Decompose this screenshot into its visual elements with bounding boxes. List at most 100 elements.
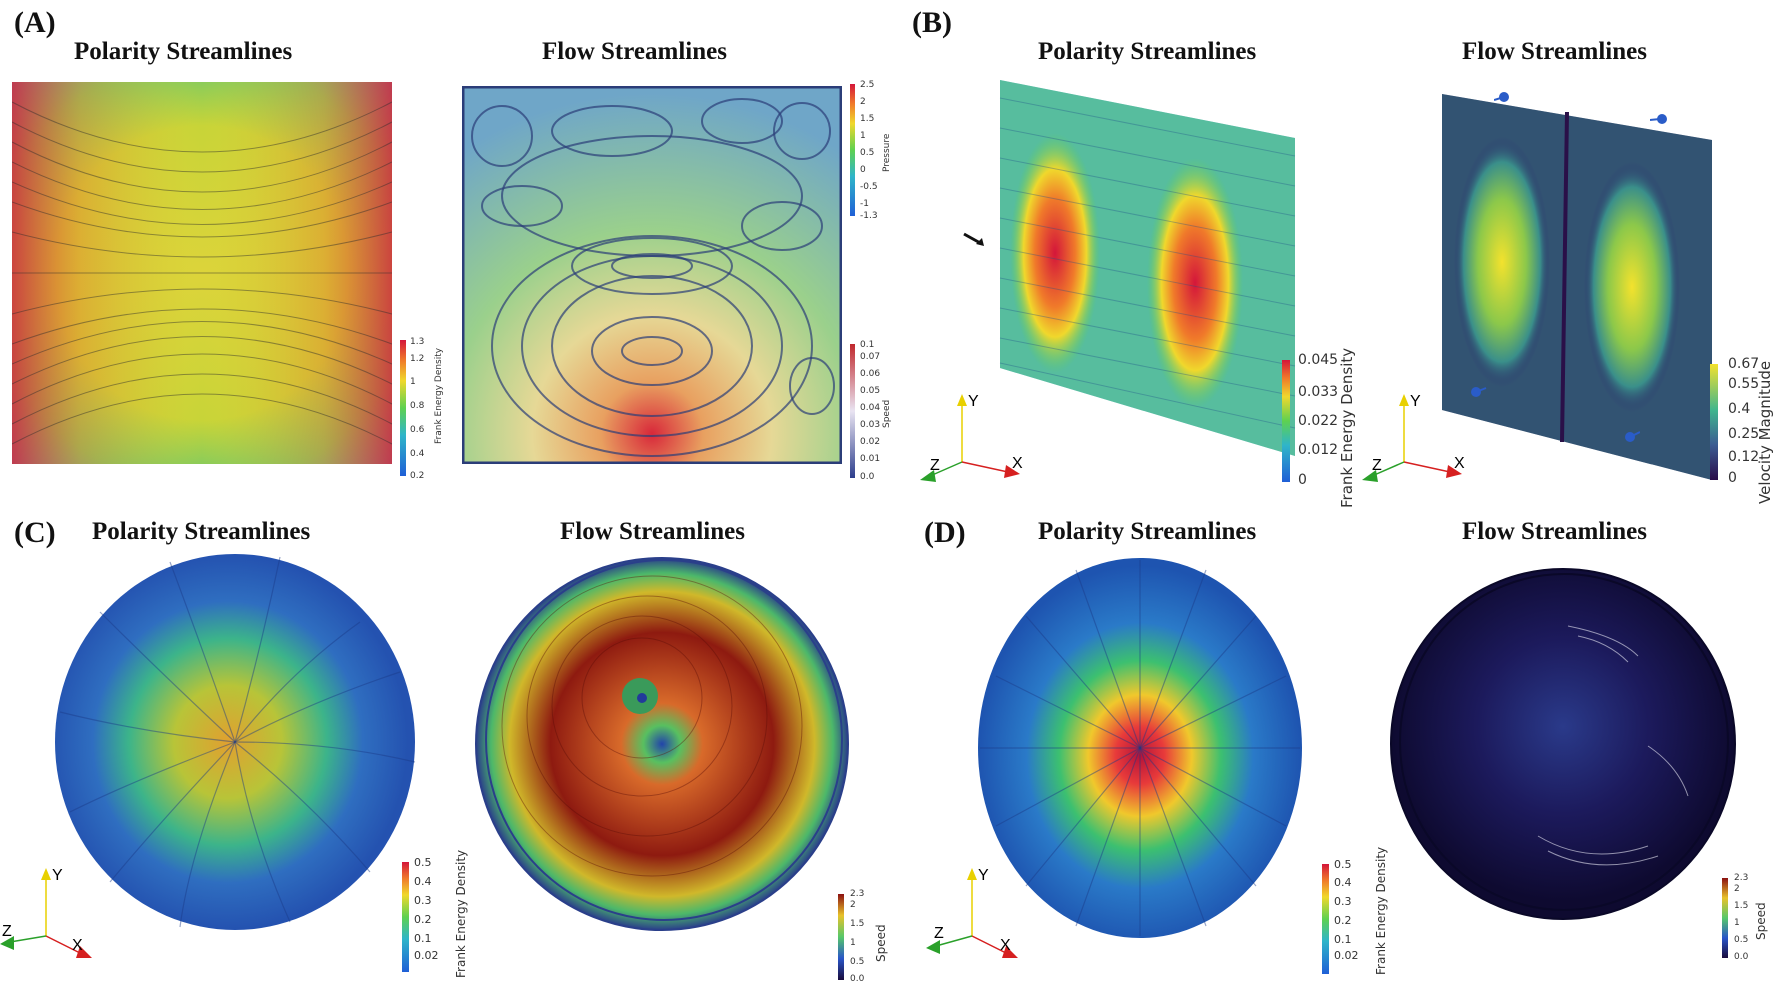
panel-c-flow-plot (475, 557, 849, 931)
panel-b-frank-colorbar-title: Frank Energy Density (1338, 347, 1356, 508)
tick: 0.2 (410, 471, 425, 481)
tick: -1.3 (860, 211, 878, 221)
tick: 0.4 (1334, 876, 1352, 889)
panel-a-flow-plot (462, 86, 842, 464)
panel-d-speed-colorbar (1722, 878, 1728, 958)
panel-b-velocity-colorbar-title: Velocity Magnitude (1756, 360, 1774, 504)
panel-a-pressure-colorbar (850, 84, 855, 216)
orientation-axes-c: Y X Z (0, 867, 92, 958)
tick: 0 (860, 165, 866, 175)
tick: 0.1 (1334, 933, 1352, 946)
tick: 0.3 (1334, 895, 1352, 908)
tick: 0.033 (1298, 384, 1339, 400)
seed-marker-icon (1625, 431, 1640, 442)
tick: 1 (410, 377, 416, 387)
tick: 0.04 (860, 403, 881, 413)
panel-b-flow-plot (1442, 94, 1712, 480)
tick: 0.5 (1734, 935, 1749, 945)
tick: 0.5 (1334, 858, 1352, 871)
tick: 0.5 (850, 957, 865, 967)
tick: 0.4 (1728, 401, 1751, 417)
panel-b-velocity-colorbar (1710, 364, 1718, 480)
tick: 0.12 (1728, 449, 1760, 465)
tick: 0.5 (414, 856, 432, 869)
panel-b-letter: (B) (912, 6, 952, 39)
panel-d-polarity-plot (978, 558, 1302, 938)
tick: 0 (1728, 470, 1737, 486)
tick: 2.3 (850, 889, 865, 899)
tick: 0.02 (414, 949, 439, 962)
panel-a-speed-colorbar-title: Speed (882, 399, 892, 428)
panel-a-polarity-plot (12, 82, 392, 464)
tick: 0 (1298, 472, 1307, 488)
tick: 1.5 (850, 919, 865, 929)
tick: 2 (860, 97, 866, 107)
axis-y-label: Y (978, 867, 989, 884)
panel-b-frank-colorbar (1282, 360, 1290, 482)
orientation-axes-b-right: Y X Z (1362, 393, 1465, 482)
seed-marker-icon (1650, 114, 1667, 124)
axis-z-label: Z (934, 925, 944, 942)
tick: 0.4 (410, 449, 425, 459)
panel-d-left-title: Polarity Streamlines (1038, 518, 1257, 545)
panel-c-left-title: Polarity Streamlines (92, 518, 311, 545)
tick: 0.2 (414, 913, 432, 926)
tick: 0.0 (860, 472, 875, 482)
tick: 0.012 (1298, 442, 1339, 458)
tick: 0.0 (1734, 952, 1749, 962)
panel-b-left-title: Polarity Streamlines (1038, 38, 1257, 65)
seed-marker-icon (1494, 92, 1509, 102)
tick: 0.02 (1334, 949, 1359, 962)
tick: -0.5 (860, 182, 878, 192)
panel-d-frank-colorbar-title: Frank Energy Density (1374, 846, 1388, 975)
tick: 2.3 (1734, 873, 1749, 883)
tick: 1 (1734, 918, 1740, 928)
panel-a-frank-colorbar (400, 340, 406, 476)
tick: 0.1 (860, 340, 875, 350)
tick: 2 (850, 900, 856, 910)
panel-d-frank-colorbar (1322, 864, 1329, 974)
tick: 0.8 (410, 401, 425, 411)
seed-marker-icon (1471, 387, 1487, 397)
tick: 0.3 (414, 894, 432, 907)
tick: 1.5 (860, 114, 875, 124)
tick: 0.01 (860, 454, 881, 464)
tick: 1.5 (1734, 901, 1749, 911)
tick: 0.55 (1728, 376, 1760, 392)
panel-c-polarity-plot (55, 554, 416, 930)
tick: 0.67 (1728, 356, 1760, 372)
orientation-axes-b-left: Y X Z (920, 393, 1023, 482)
axis-z-label: Z (1372, 457, 1382, 474)
tick: 2 (1734, 884, 1740, 894)
tick: 0.06 (860, 369, 881, 379)
panel-c-speed-colorbar-title: Speed (874, 924, 888, 962)
axis-z-label: Z (930, 457, 940, 474)
tick: 0.02 (860, 437, 881, 447)
pointer-arrow-icon (963, 232, 984, 246)
panel-a-letter: (A) (14, 6, 56, 39)
tick: 0.5 (860, 148, 875, 158)
panel-d-flow-plot (1390, 568, 1736, 920)
tick: 0.045 (1298, 352, 1339, 368)
tick: 0.0 (850, 974, 865, 984)
tick: 0.2 (1334, 914, 1352, 927)
axis-x-label: X (1012, 455, 1023, 472)
tick: 1 (860, 131, 866, 141)
panel-a-frank-colorbar-title: Frank Energy Density (434, 347, 444, 444)
tick: 0.6 (410, 425, 425, 435)
axis-y-label: Y (1410, 393, 1421, 410)
panel-a-right-title: Flow Streamlines (542, 38, 727, 65)
tick: 0.4 (414, 875, 432, 888)
axis-x-label: X (1000, 937, 1011, 954)
axis-y-label: Y (52, 867, 63, 884)
panel-a-speed-colorbar (850, 344, 855, 478)
tick: 0.1 (414, 932, 432, 945)
tick: 0.05 (860, 386, 881, 396)
tick: 1.2 (410, 354, 425, 364)
panel-b-polarity-plot (999, 80, 1296, 456)
tick: 1.3 (410, 337, 425, 347)
panel-c-speed-colorbar (838, 894, 844, 980)
orientation-axes-d: Y X Z (926, 867, 1018, 958)
panel-d-right-title: Flow Streamlines (1462, 518, 1647, 545)
panel-c-frank-colorbar-title: Frank Energy Density (454, 849, 468, 978)
